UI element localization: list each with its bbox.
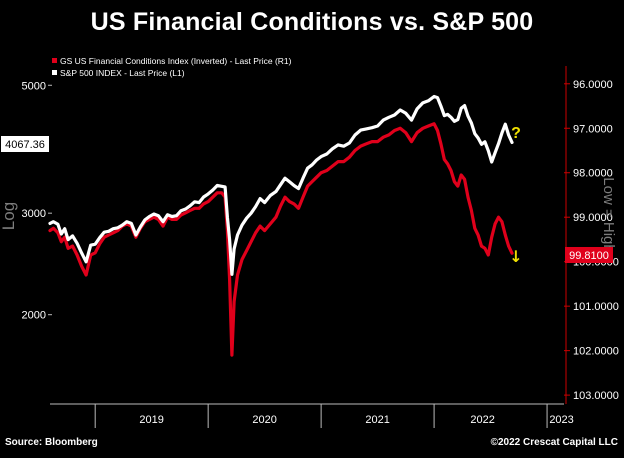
copyright-note: ©2022 Crescat Capital LLC <box>490 437 618 448</box>
right-tick-label: 99.0000 <box>573 212 613 224</box>
x-tick-label: 2023 <box>549 414 573 426</box>
fci-last-value: 99.8100 <box>569 250 609 262</box>
legend-label-fci: GS US Financial Conditions Index (Invert… <box>60 56 292 66</box>
spx-last-value: 4067.36 <box>5 139 45 151</box>
right-tick-label: 103.0000 <box>573 390 619 402</box>
right-tick-label: 96.0000 <box>573 79 613 91</box>
annotation-question-mark: ? <box>511 125 521 142</box>
annotation-down-arrow: ↓ <box>509 247 522 266</box>
right-tick-label: 97.0000 <box>573 123 613 135</box>
x-tick-label: 2021 <box>365 414 389 426</box>
spx-last-value-box: 4067.36 <box>1 136 49 152</box>
legend-label-spx: S&P 500 INDEX - Last Price (L1) <box>60 68 185 78</box>
right-tick-label: 101.0000 <box>573 301 619 313</box>
x-tick-label: 2022 <box>470 414 494 426</box>
spx-last-value-bg <box>1 136 49 152</box>
plot-area <box>50 66 564 404</box>
x-tick-label: 2020 <box>252 414 276 426</box>
fci-last-value-bg <box>565 247 613 263</box>
x-tick-label: 2019 <box>139 414 163 426</box>
source-note: Source: Bloomberg <box>5 437 98 448</box>
legend-swatch-fci <box>52 58 57 63</box>
legend-swatch-spx <box>52 70 57 75</box>
series-line-spx <box>48 94 514 276</box>
left-tick-label: 5000 <box>22 80 46 92</box>
chart-title: US Financial Conditions vs. S&P 500 <box>90 8 534 36</box>
right-axis-title: Low = High <box>600 177 617 252</box>
series-layer <box>48 94 514 357</box>
legend: GS US Financial Conditions Index (Invert… <box>52 56 292 78</box>
left-axis-title: Log <box>0 202 18 230</box>
fci-last-value-box: 99.8100 <box>565 247 613 263</box>
left-tick-label: 2000 <box>22 310 46 322</box>
right-tick-label: 102.0000 <box>573 346 619 358</box>
right-tick-label: 98.0000 <box>573 168 613 180</box>
left-tick-label: 3000 <box>22 208 46 220</box>
